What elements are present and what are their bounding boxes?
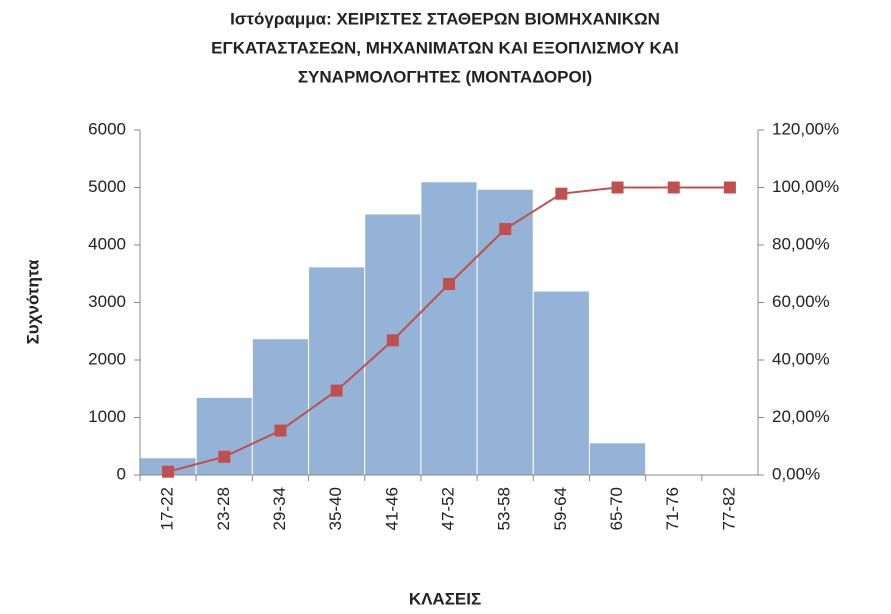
y-tick-label: 1000 (88, 407, 126, 426)
bar (195, 396, 253, 476)
x-tick-label: 47-52 (438, 487, 457, 530)
y2-tick-label: 20,00% (772, 407, 830, 426)
line-marker (555, 187, 568, 200)
x-tick-label: 53-58 (495, 487, 514, 530)
y2-tick-label: 40,00% (772, 349, 830, 368)
x-tick-label: 23-28 (214, 487, 233, 530)
x-tick-label: 71-76 (663, 487, 682, 530)
line-marker (611, 181, 624, 194)
bar (532, 290, 590, 476)
chart-title: Ιστόγραμμα: ΧΕΙΡΙΣΤΕΣ ΣΤΑΘΕΡΩΝ ΒΙΟΜΗΧΑΝΙ… (230, 9, 660, 28)
y-tick-label: 4000 (88, 234, 126, 253)
bar (251, 338, 310, 476)
y-tick-label: 3000 (88, 292, 126, 311)
bar (476, 188, 534, 476)
x-tick-label: 17-22 (158, 487, 177, 530)
y2-tick-label: 80,00% (772, 234, 830, 253)
x-tick-label: 35-40 (326, 487, 345, 530)
line-marker (667, 181, 680, 194)
line-marker (443, 277, 455, 290)
y-tick-label: 5000 (88, 177, 126, 196)
line-marker (499, 223, 512, 236)
y2-tick-label: 0,00% (772, 464, 820, 483)
bar (420, 181, 478, 476)
line-marker (218, 450, 231, 463)
x-tick-label: 29-34 (270, 487, 289, 530)
x-tick-label: 65-70 (607, 487, 626, 530)
y2-tick-label: 60,00% (772, 292, 830, 311)
x-tick-label: 59-64 (551, 487, 570, 530)
line-marker (274, 424, 287, 437)
bar (308, 266, 366, 476)
y-axis-label: Συχνότητα (23, 259, 42, 344)
line-marker (723, 181, 736, 194)
y2-tick-label: 120,00% (772, 119, 839, 138)
y-tick-label: 2000 (88, 349, 126, 368)
chart-title: ΕΓΚΑΤΑΣΤΑΣΕΩΝ, ΜΗΧΑΝΙΜΑΤΩΝ ΚΑΙ ΕΞΟΠΛΙΣΜΟ… (211, 38, 679, 57)
x-axis-label: ΚΛΑΣΕΙΣ (409, 589, 481, 608)
bar (588, 442, 647, 476)
line-marker (162, 465, 175, 478)
y-tick-label: 0 (117, 464, 126, 483)
chart-title: ΣΥΝΑΡΜΟΛΟΓΗΤΕΣ (ΜΟΝΤΑΔΟΡΟΙ) (298, 67, 592, 86)
x-tick-label: 77-82 (719, 487, 738, 530)
line-marker (386, 334, 399, 347)
y2-tick-label: 100,00% (772, 177, 839, 196)
y-tick-label: 6000 (88, 119, 126, 138)
x-tick-label: 41-46 (382, 487, 401, 530)
line-marker (330, 384, 343, 397)
